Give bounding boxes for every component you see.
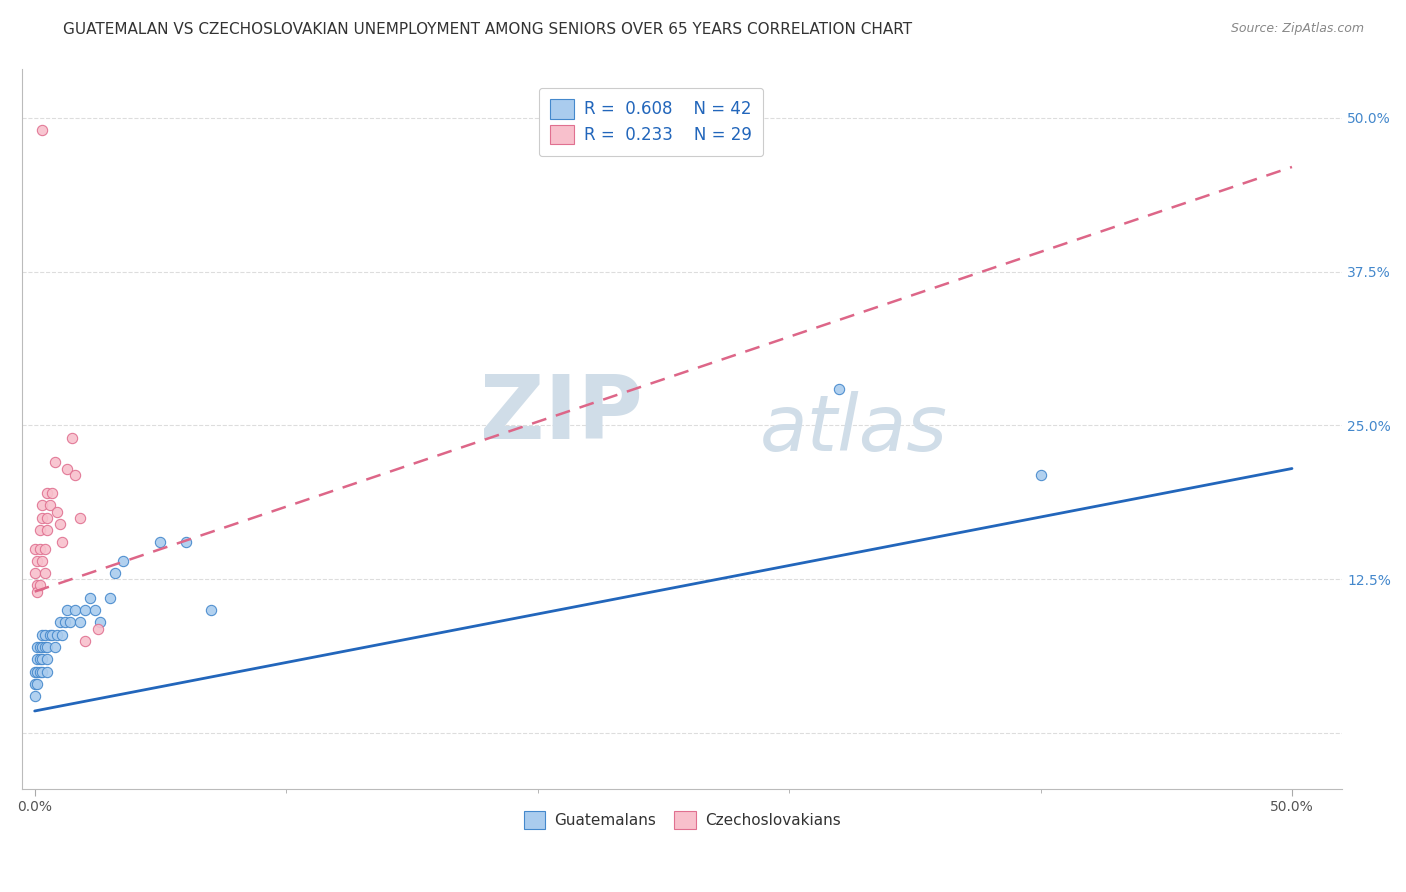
Point xyxy=(63,603,86,617)
Point xyxy=(49,615,72,630)
Point xyxy=(41,628,63,642)
Point xyxy=(56,461,79,475)
Point xyxy=(24,677,46,691)
Point xyxy=(63,467,86,482)
Point xyxy=(104,566,127,581)
Point xyxy=(34,566,56,581)
Legend: Guatemalans, Czechoslovakians: Guatemalans, Czechoslovakians xyxy=(517,805,846,835)
Point xyxy=(24,665,46,679)
Point xyxy=(28,578,51,592)
Point xyxy=(34,541,56,556)
Point xyxy=(31,554,53,568)
Text: ZIP: ZIP xyxy=(479,370,643,458)
Text: Source: ZipAtlas.com: Source: ZipAtlas.com xyxy=(1230,22,1364,36)
Point xyxy=(31,628,53,642)
Point xyxy=(37,523,59,537)
Point xyxy=(49,516,72,531)
Point xyxy=(62,431,84,445)
Point xyxy=(98,591,121,605)
Point xyxy=(37,510,59,524)
Point xyxy=(28,665,51,679)
Point xyxy=(69,510,91,524)
Point xyxy=(84,603,107,617)
Point xyxy=(28,523,51,537)
Point xyxy=(24,566,46,581)
Point xyxy=(53,615,76,630)
Point xyxy=(28,652,51,666)
Point xyxy=(37,640,59,654)
Point xyxy=(149,535,172,549)
Point xyxy=(31,652,53,666)
Point xyxy=(56,603,79,617)
Point xyxy=(37,665,59,679)
Point xyxy=(200,603,222,617)
Point xyxy=(31,123,53,137)
Point xyxy=(46,505,69,519)
Point xyxy=(46,628,69,642)
Point xyxy=(38,499,60,513)
Point xyxy=(86,622,108,636)
Point xyxy=(31,640,53,654)
Point xyxy=(111,554,134,568)
Point xyxy=(38,628,60,642)
Point xyxy=(1029,467,1052,482)
Text: atlas: atlas xyxy=(759,391,948,467)
Point xyxy=(31,665,53,679)
Point xyxy=(37,652,59,666)
Point xyxy=(89,615,111,630)
Point xyxy=(34,640,56,654)
Point xyxy=(69,615,91,630)
Point xyxy=(25,652,48,666)
Point xyxy=(79,591,101,605)
Point xyxy=(73,603,96,617)
Text: GUATEMALAN VS CZECHOSLOVAKIAN UNEMPLOYMENT AMONG SENIORS OVER 65 YEARS CORRELATI: GUATEMALAN VS CZECHOSLOVAKIAN UNEMPLOYME… xyxy=(63,22,912,37)
Point xyxy=(25,665,48,679)
Point xyxy=(73,633,96,648)
Point xyxy=(37,486,59,500)
Point xyxy=(44,640,66,654)
Point xyxy=(34,628,56,642)
Point xyxy=(25,554,48,568)
Point xyxy=(31,510,53,524)
Point xyxy=(24,690,46,704)
Point xyxy=(174,535,197,549)
Point xyxy=(25,640,48,654)
Point xyxy=(41,486,63,500)
Point xyxy=(51,535,73,549)
Point xyxy=(28,541,51,556)
Point xyxy=(51,628,73,642)
Point xyxy=(25,677,48,691)
Point xyxy=(25,584,48,599)
Point xyxy=(44,455,66,469)
Point xyxy=(28,640,51,654)
Point xyxy=(828,382,851,396)
Point xyxy=(59,615,82,630)
Point xyxy=(31,499,53,513)
Point xyxy=(25,578,48,592)
Point xyxy=(24,541,46,556)
